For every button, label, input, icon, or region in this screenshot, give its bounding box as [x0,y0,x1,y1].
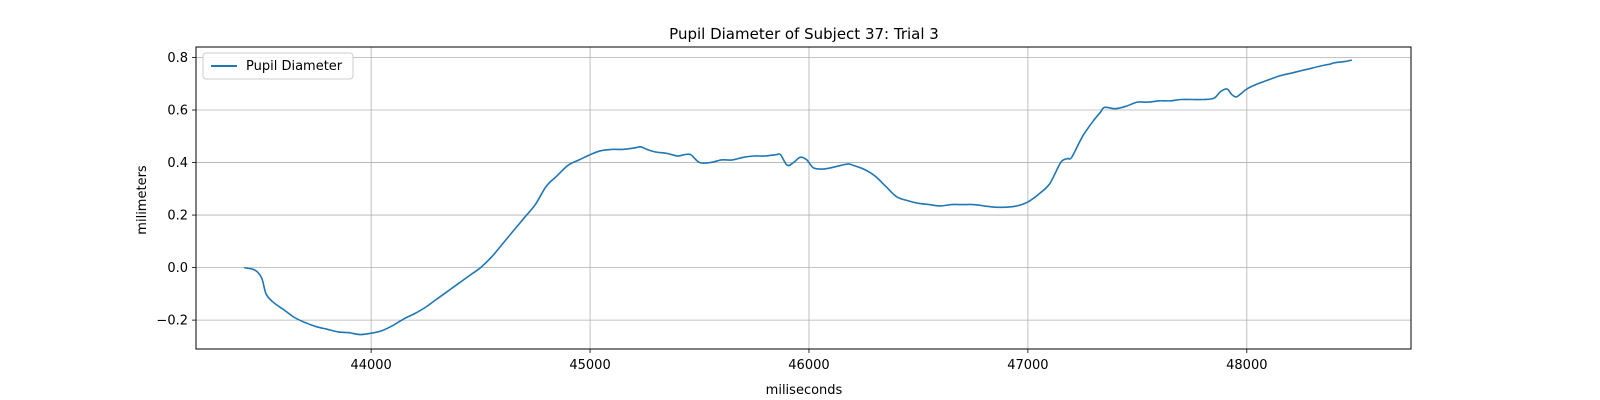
series-line-pupil-diameter [244,59,1353,336]
grid-lines [196,47,1411,349]
series-layer [244,59,1353,336]
y-axis-label: milimeters [135,165,150,235]
x-tick-label: 48000 [1226,358,1267,373]
x-axis-ticks: 44000 45000 46000 47000 48000 [350,349,1267,373]
x-tick-label: 46000 [788,358,829,373]
legend-label: Pupil Diameter [246,59,343,74]
y-tick-label: −0.2 [156,314,188,329]
x-axis-label: miliseconds [766,383,843,398]
y-tick-label: 0.8 [167,51,188,66]
legend-box [202,52,354,80]
y-tick-label: 0.2 [167,209,188,224]
y-tick-label: 0.6 [167,104,188,119]
chart-title: Pupil Diameter of Subject 37: Trial 3 [669,25,939,43]
plot-frame [195,46,1412,350]
x-tick-label: 44000 [350,358,391,373]
x-tick-label: 47000 [1007,358,1048,373]
y-tick-label: 0.0 [167,261,188,276]
y-axis-ticks: −0.2 0.0 0.2 0.4 0.6 0.8 [156,51,196,329]
x-tick-label: 45000 [569,358,610,373]
legend: Pupil Diameter [202,52,354,80]
y-tick-label: 0.4 [167,156,188,171]
